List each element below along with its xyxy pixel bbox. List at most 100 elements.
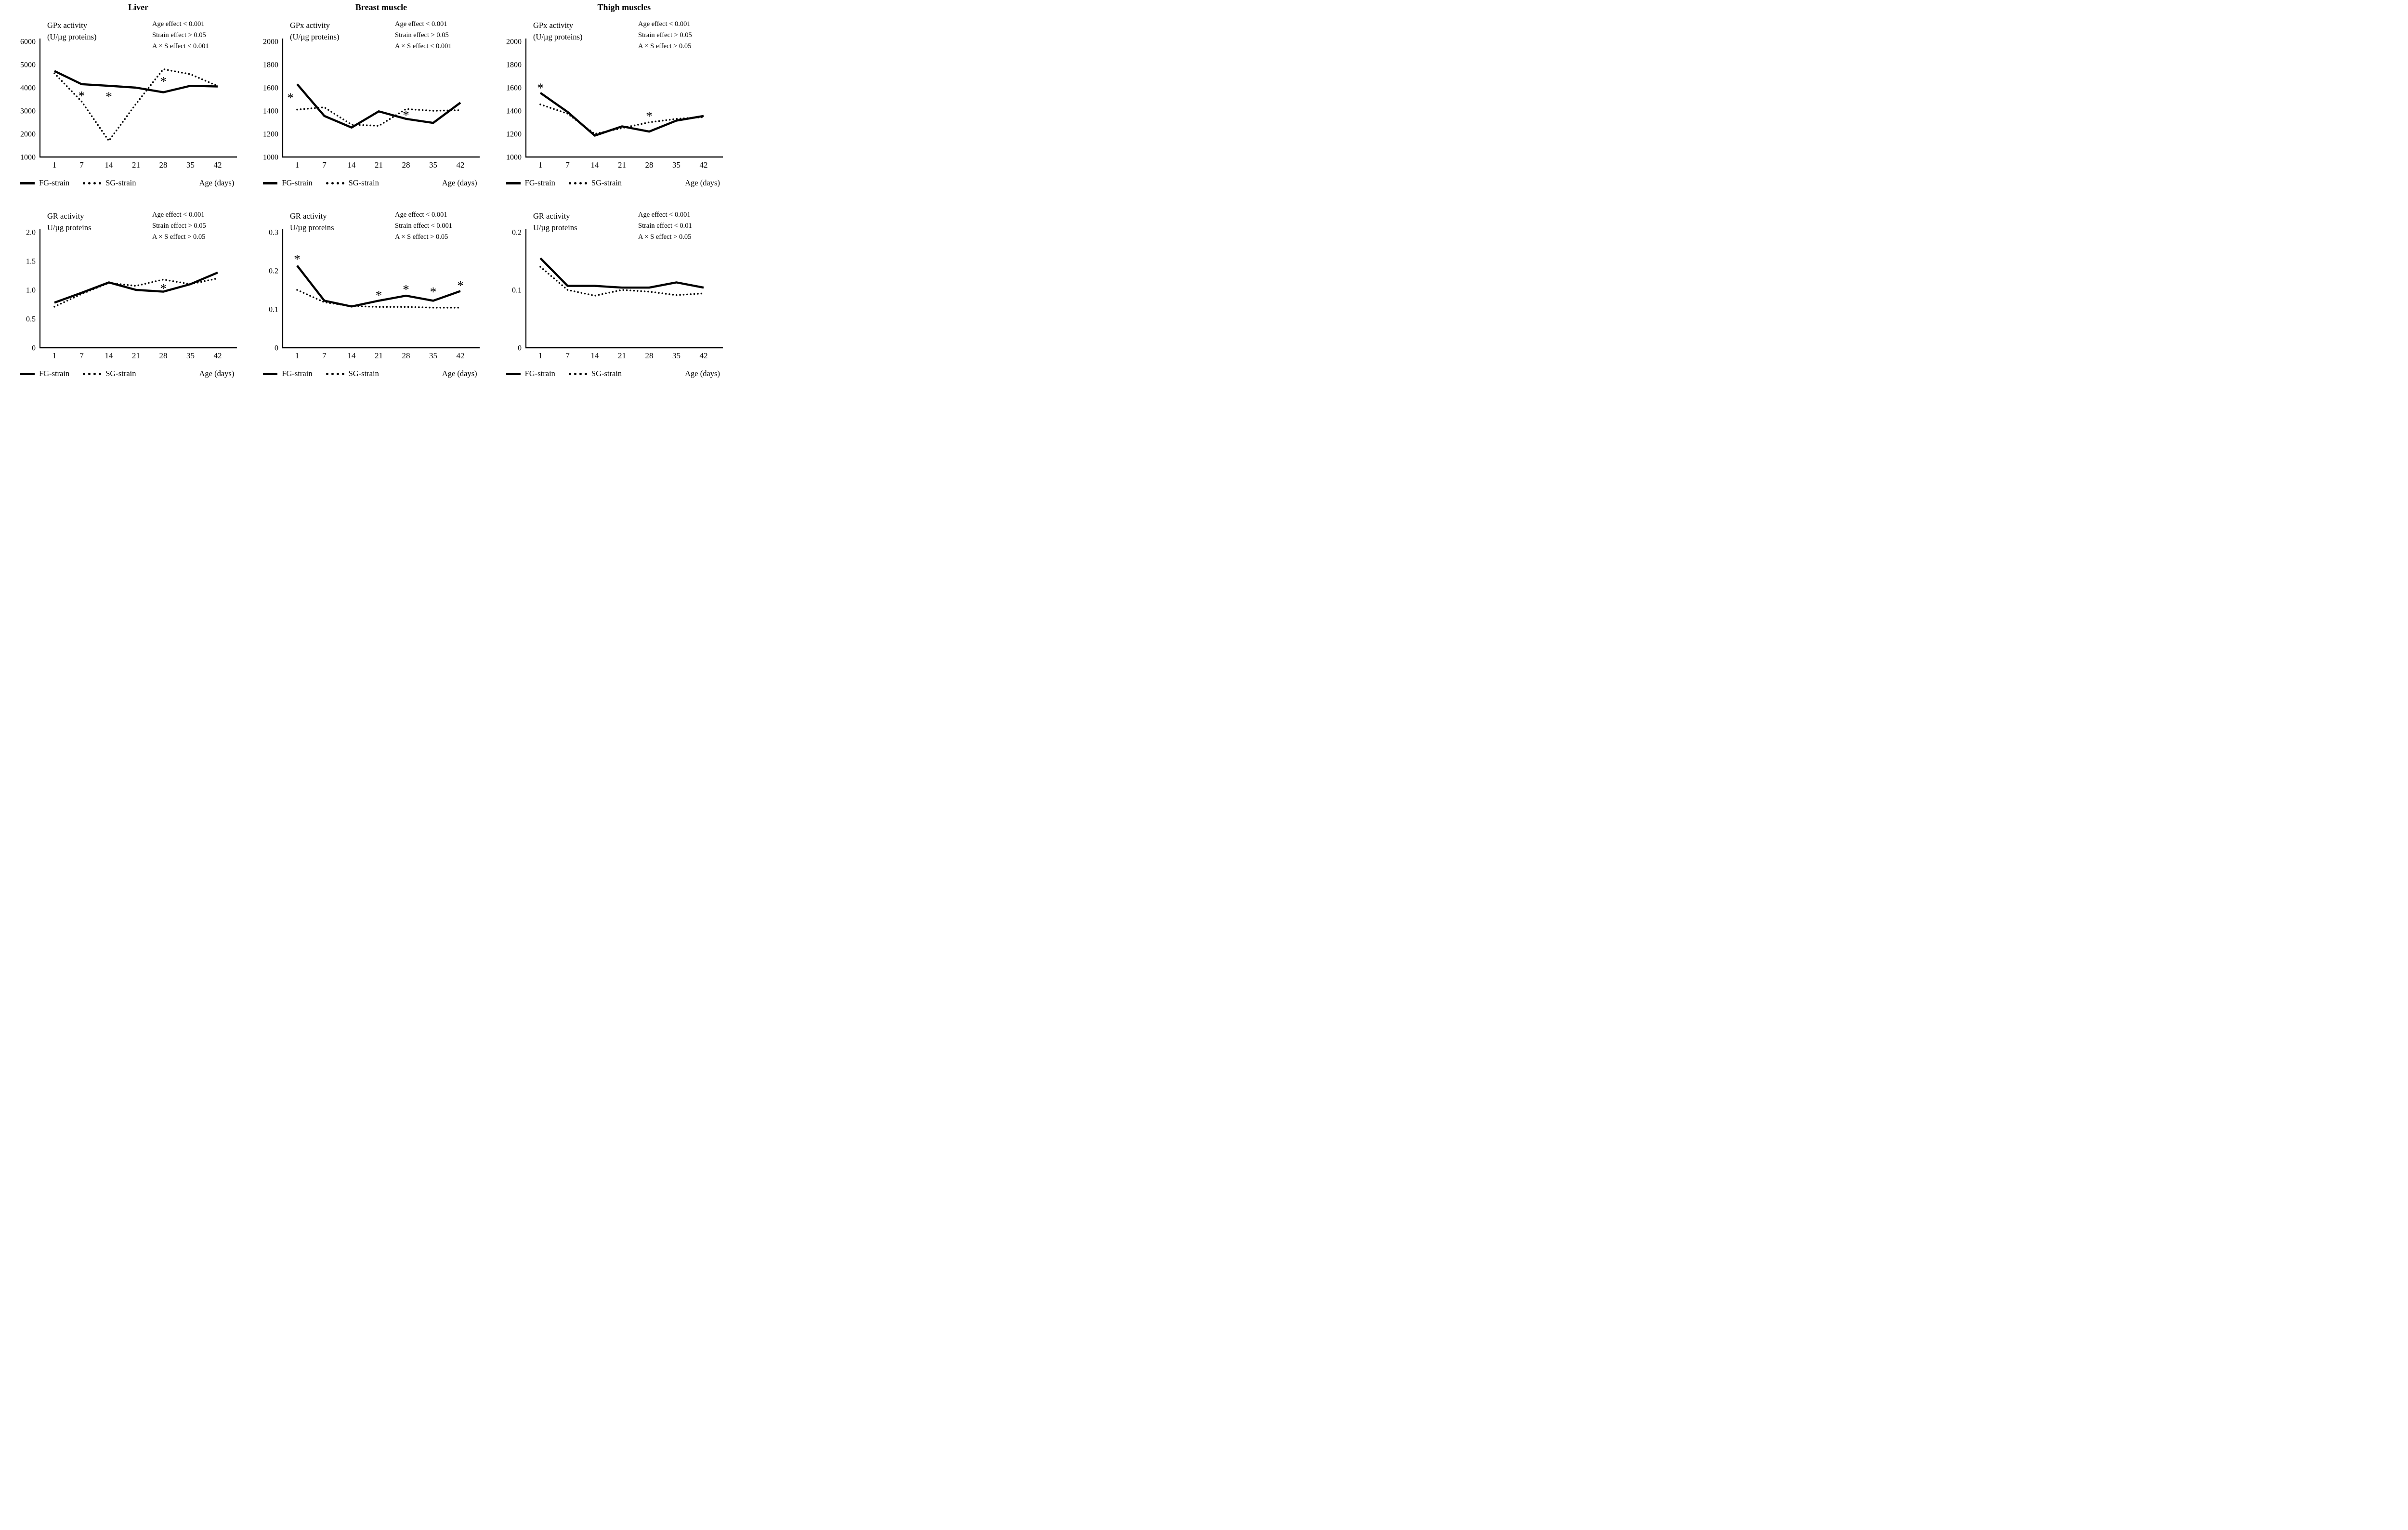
legend-fg-label: FG-strain (282, 178, 313, 187)
x-tick-label: 1 (538, 160, 542, 170)
x-tick-label: 42 (699, 351, 707, 360)
x-tick-label: 7 (565, 160, 570, 170)
fg-line-swatch (263, 182, 278, 184)
axis-title-line: U/µg proteins (533, 223, 577, 232)
column-title-liver: Liver (128, 2, 149, 12)
stats-annotation: Age effect < 0.001 (152, 211, 205, 219)
series-FG-strain (296, 83, 461, 129)
x-tick-label: 1 (295, 160, 300, 170)
y-tick-label: 0.1 (512, 287, 522, 295)
x-tick-label: 35 (672, 160, 681, 170)
x-tick-label: 42 (699, 160, 707, 170)
y-tick-label: 0.3 (269, 229, 278, 237)
series-SG-strain (53, 68, 219, 142)
x-tick-label: 7 (323, 160, 327, 170)
sg-dotted-swatch (568, 372, 587, 375)
legend-fg-label: FG-strain (524, 178, 555, 187)
stats-annotation: Strain effect > 0.05 (638, 31, 692, 39)
y-tick-label: 1000 (506, 154, 522, 162)
stats-annotation: A × S effect < 0.001 (152, 42, 209, 50)
axis-title-line: GR activity (290, 211, 327, 221)
significance-asterisk: * (458, 278, 464, 293)
fg-line-swatch (506, 182, 521, 184)
x-tick-label: 35 (186, 351, 195, 360)
x-axis-title: Age (days) (685, 369, 720, 378)
x-tick-label: 28 (159, 351, 168, 360)
axis-title-line: GPx activity (533, 21, 574, 30)
significance-asterisk: * (403, 282, 410, 297)
legend-fg-label: FG-strain (524, 369, 555, 378)
y-tick-label: 2000 (20, 131, 36, 139)
x-tick-label: 35 (186, 160, 195, 170)
x-tick-label: 42 (214, 160, 222, 170)
series-SG-strain (296, 289, 462, 309)
x-tick-label: 21 (132, 351, 140, 360)
series-SG-strain (539, 104, 705, 135)
significance-asterisk: * (430, 285, 437, 299)
significance-asterisk: * (294, 252, 301, 266)
stats-annotation: Strain effect > 0.05 (152, 222, 206, 230)
series-FG-strain (54, 271, 218, 304)
y-tick-label: 1600 (506, 84, 522, 92)
fg-line-swatch (20, 182, 35, 184)
x-tick-label: 7 (79, 351, 84, 360)
fg-line-swatch (263, 372, 278, 375)
stats-annotation: Age effect < 0.001 (152, 20, 205, 28)
y-tick-label: 1000 (263, 154, 278, 162)
series-FG-strain (296, 265, 461, 308)
column-thigh: Thigh muscles 1000 1200 1400 1600 1800 2000 1 7… (486, 0, 729, 382)
y-tick-label: 2000 (506, 38, 522, 46)
stats-annotation: Age effect < 0.001 (638, 211, 691, 219)
column-liver: Liver 1000 2000 3000 4000 5000 6000 1 7 14 21 28 35… (0, 0, 243, 382)
fg-line-swatch (20, 372, 35, 375)
x-tick-label: 35 (429, 160, 437, 170)
stats-annotation: Age effect < 0.001 (395, 20, 447, 28)
sg-dotted-swatch (326, 182, 344, 184)
x-tick-label: 21 (375, 351, 383, 360)
stats-annotation: Strain effect < 0.01 (638, 222, 692, 230)
stats-annotation: A × S effect > 0.05 (638, 42, 691, 50)
stats-annotation: Age effect < 0.001 (395, 211, 447, 219)
significance-asterisk: * (376, 288, 382, 302)
legend-liver-gpx: FG-strain SG-strain Age (days) (0, 174, 243, 192)
x-tick-label: 42 (214, 351, 222, 360)
x-axis-title: Age (days) (685, 178, 720, 187)
stats-annotation: Strain effect > 0.05 (395, 31, 449, 39)
y-tick-label: 1400 (506, 107, 522, 116)
x-tick-label: 14 (105, 351, 114, 360)
legend-thigh-gr: FG-strain SG-strain Age (days) (486, 365, 729, 382)
y-tick-label: 0.1 (269, 306, 278, 314)
y-tick-label: 3000 (20, 107, 36, 116)
y-tick-label: 0 (518, 344, 522, 353)
significance-asterisk: * (160, 281, 167, 296)
x-tick-label: 21 (618, 351, 626, 360)
y-tick-label: 4000 (20, 84, 36, 92)
chart-breast-gpx: 1000 1200 1400 1600 1800 2000 1 7 14 21 28 35 42 GPx … (263, 20, 480, 170)
x-axis-title: Age (days) (442, 178, 477, 187)
axis-title-line: GR activity (47, 211, 84, 221)
figure-root: Liver 1000 2000 3000 4000 5000 6000 1 7 14 21 28 35… (0, 0, 729, 382)
x-tick-label: 42 (457, 160, 465, 170)
x-tick-label: 7 (79, 160, 84, 170)
y-tick-label: 0 (32, 344, 36, 353)
legend-sg-label: SG-strain (591, 369, 622, 378)
column-title-breast: Breast muscle (355, 2, 407, 12)
x-tick-label: 28 (645, 351, 653, 360)
x-tick-label: 35 (672, 351, 681, 360)
significance-asterisk: * (288, 91, 294, 105)
series-FG-strain (539, 257, 704, 289)
series-SG-strain (53, 277, 219, 308)
legend-breast-gr: FG-strain SG-strain Age (days) (243, 365, 485, 382)
y-tick-label: 1200 (506, 131, 522, 139)
x-tick-label: 1 (295, 351, 300, 360)
significance-asterisk: * (105, 89, 112, 104)
column-title-thigh: Thigh muscles (597, 2, 651, 12)
y-tick-label: 1.5 (26, 258, 36, 266)
x-tick-label: 14 (590, 160, 599, 170)
y-tick-label: 1400 (263, 107, 278, 116)
x-tick-label: 28 (159, 160, 168, 170)
y-tick-label: 1800 (506, 61, 522, 69)
significance-asterisk: * (79, 89, 85, 103)
y-tick-label: 6000 (20, 38, 36, 46)
axis-title-line: GPx activity (47, 21, 88, 30)
